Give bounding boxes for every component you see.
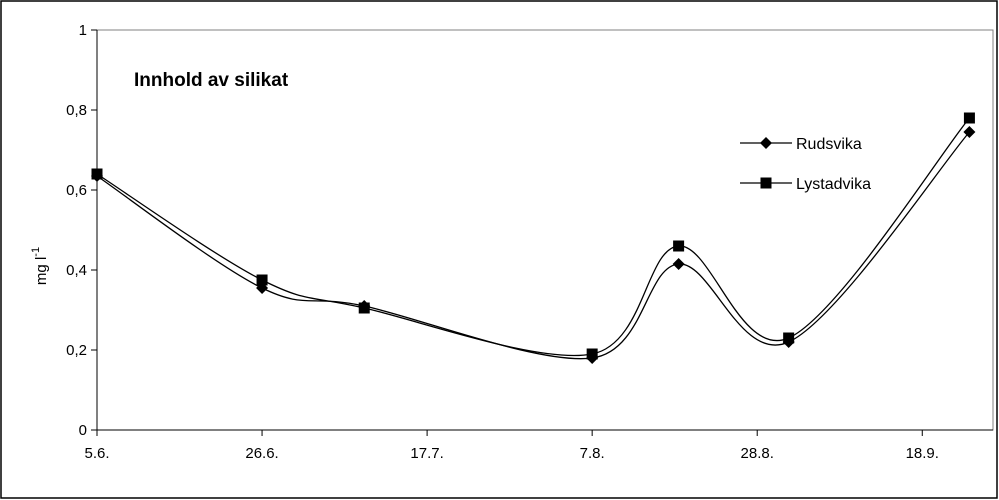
x-tick-label: 5.6.	[84, 445, 109, 462]
x-tick-label: 18.9.	[906, 445, 939, 462]
legend-label: Rudsvika	[796, 136, 862, 153]
series-group	[91, 112, 976, 364]
y-tick-label: 1	[79, 22, 87, 39]
chart-title: Innhold av silikat	[134, 70, 289, 91]
y-tick-label: 0	[79, 422, 87, 439]
series-lystadvika	[91, 112, 975, 360]
plot-area	[96, 29, 994, 431]
data-point-diamond	[963, 126, 976, 138]
legend: Rudsvika Lystadvika	[740, 136, 871, 193]
y-tick-label: 0,8	[66, 102, 87, 119]
x-tick-label: 7.8.	[580, 445, 605, 462]
data-point-square	[783, 332, 795, 344]
data-point-square	[358, 302, 370, 314]
axes	[96, 30, 993, 431]
data-point-square	[91, 168, 103, 180]
x-tick-label: 17.7.	[410, 445, 443, 462]
data-point-square	[256, 274, 268, 286]
y-tick-label: 0,4	[66, 262, 87, 279]
legend-entry: Lystadvika	[740, 176, 871, 193]
y-tick-label: 0,2	[66, 342, 87, 359]
legend-label: Lystadvika	[796, 176, 871, 193]
y-axis-ticks: 0 0,2 0,4 0,6 0,8 1	[66, 22, 97, 439]
x-axis-ticks: 5.6. 26.6. 17.7. 7.8. 28.8. 18.9.	[84, 430, 939, 462]
data-point-square	[963, 112, 975, 124]
legend-square-marker	[760, 177, 772, 189]
data-point-square	[586, 348, 598, 360]
y-axis-label-main: mg l	[33, 257, 50, 285]
data-point-diamond	[672, 258, 685, 270]
x-tick-label: 26.6.	[245, 445, 278, 462]
legend-entry: Rudsvika	[740, 136, 862, 153]
data-point-square	[673, 240, 685, 252]
x-tick-label: 28.8.	[741, 445, 774, 462]
legend-diamond-marker	[760, 137, 772, 149]
y-axis-label-superscript: -1	[30, 247, 42, 257]
y-tick-label: 0,6	[66, 182, 87, 199]
y-axis-label: mg l-1	[30, 247, 50, 285]
